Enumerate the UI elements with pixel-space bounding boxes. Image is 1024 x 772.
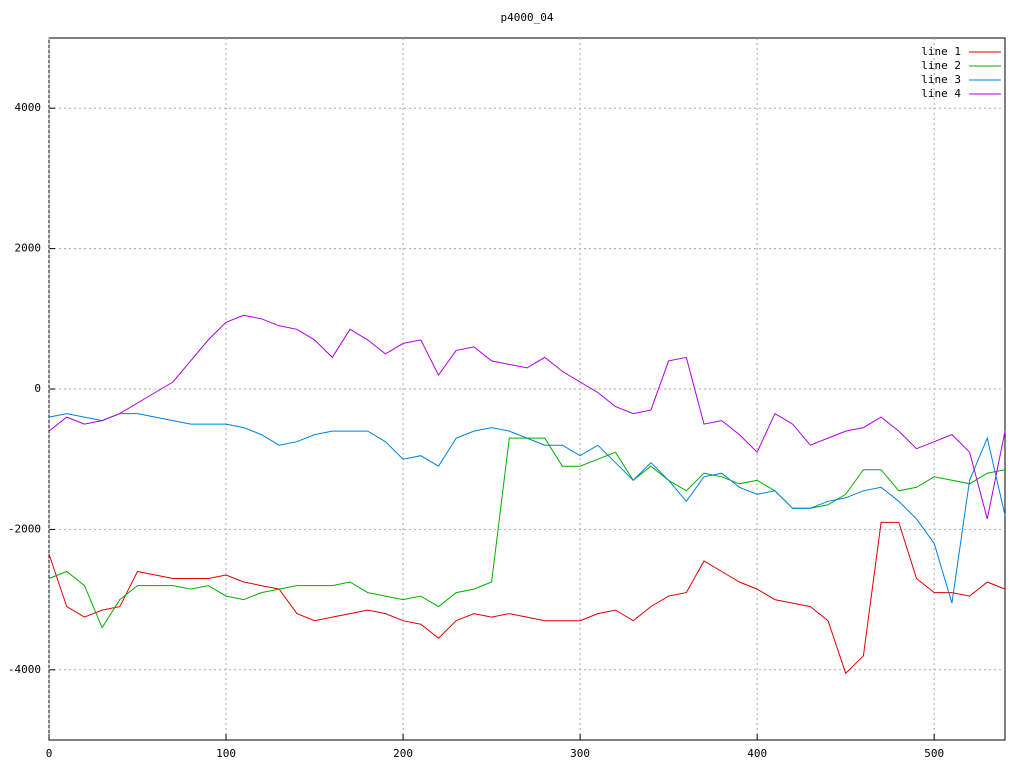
x-tick-label: 400 [747, 747, 767, 760]
chart-title: p4000_04 [501, 11, 554, 24]
x-tick-label: 0 [46, 747, 53, 760]
y-tick-label: 2000 [15, 242, 42, 255]
data-line [48, 314, 1006, 520]
x-tick-label: 300 [570, 747, 590, 760]
y-tick-label: 0 [34, 382, 41, 395]
legend-label: line 1 [921, 45, 961, 58]
data-line [48, 413, 1006, 604]
legend-label: line 2 [921, 59, 961, 72]
y-tick-label: -2000 [8, 522, 41, 535]
x-tick-label: 500 [924, 747, 944, 760]
y-tick-label: -4000 [8, 663, 41, 676]
x-tick-label: 200 [393, 747, 413, 760]
legend-label: line 4 [921, 87, 961, 100]
data-line [48, 521, 1006, 675]
x-tick-label: 100 [216, 747, 236, 760]
legend-label: line 3 [921, 73, 961, 86]
y-tick-label: 4000 [15, 101, 42, 114]
